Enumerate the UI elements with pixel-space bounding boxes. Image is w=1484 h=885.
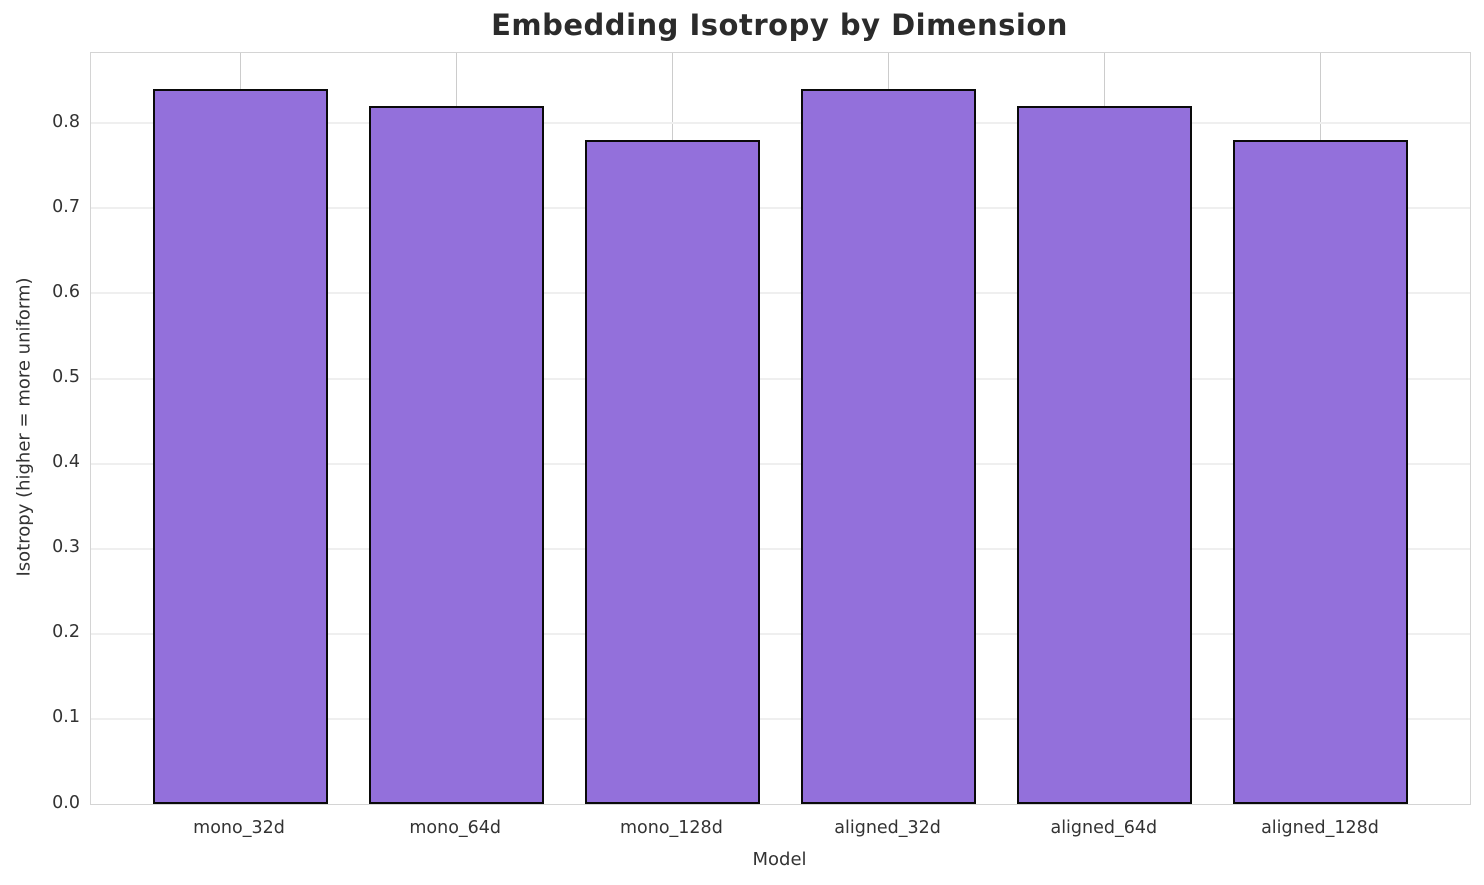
- x-tick-label: aligned_64d: [1050, 818, 1158, 838]
- x-tick-label: mono_64d: [409, 818, 502, 838]
- y-tick-label: 0.3: [52, 537, 80, 558]
- x-axis-label: Model: [752, 849, 807, 870]
- y-tick-label: 0.4: [52, 452, 80, 473]
- y-tick-label: 0.1: [52, 707, 80, 728]
- plot-area: [90, 52, 1471, 805]
- horizontal-gridline: [91, 377, 1470, 380]
- x-tick-label: aligned_32d: [834, 818, 941, 838]
- horizontal-gridline: [91, 547, 1470, 550]
- bar-mono_32d: [152, 89, 328, 804]
- y-tick-label: 0.2: [52, 622, 80, 643]
- y-tick-label: 0.7: [52, 196, 80, 217]
- chart-title: Embedding Isotropy by Dimension: [491, 8, 1068, 42]
- horizontal-gridline: [91, 292, 1470, 295]
- x-tick-label: mono_128d: [619, 818, 723, 838]
- bar-aligned_128d: [1233, 140, 1409, 804]
- bar-mono_64d: [368, 106, 544, 804]
- horizontal-gridline: [91, 122, 1470, 125]
- y-axis-label: Isotropy (higher = more uniform): [13, 277, 35, 577]
- x-tick-label: aligned_128d: [1261, 818, 1379, 838]
- bar-aligned_64d: [1017, 106, 1193, 804]
- horizontal-gridline: [91, 632, 1470, 635]
- horizontal-gridline: [91, 207, 1470, 210]
- y-tick-label: 0.0: [52, 792, 80, 813]
- y-tick-label: 0.8: [52, 111, 80, 132]
- x-tick-label: mono_32d: [193, 818, 285, 838]
- horizontal-gridline: [91, 462, 1470, 465]
- y-tick-label: 0.6: [52, 281, 80, 302]
- y-tick-label: 0.5: [52, 367, 80, 387]
- horizontal-gridline: [91, 717, 1470, 720]
- bar-aligned_32d: [801, 89, 977, 804]
- bar-mono_128d: [584, 140, 760, 804]
